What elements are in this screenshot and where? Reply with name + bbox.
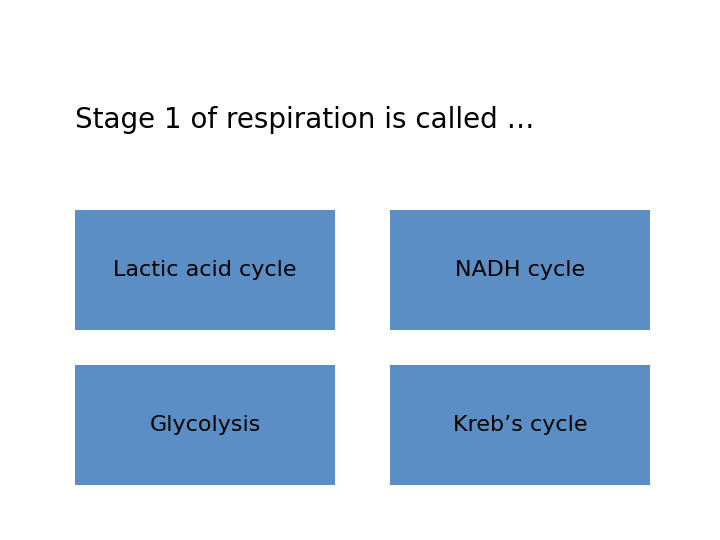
FancyBboxPatch shape <box>390 210 650 330</box>
Text: Glycolysis: Glycolysis <box>149 415 261 435</box>
FancyBboxPatch shape <box>390 365 650 485</box>
FancyBboxPatch shape <box>75 365 335 485</box>
Text: NADH cycle: NADH cycle <box>455 260 585 280</box>
Text: Kreb’s cycle: Kreb’s cycle <box>453 415 588 435</box>
FancyBboxPatch shape <box>75 210 335 330</box>
Text: Stage 1 of respiration is called …: Stage 1 of respiration is called … <box>75 106 534 134</box>
Text: Lactic acid cycle: Lactic acid cycle <box>113 260 297 280</box>
